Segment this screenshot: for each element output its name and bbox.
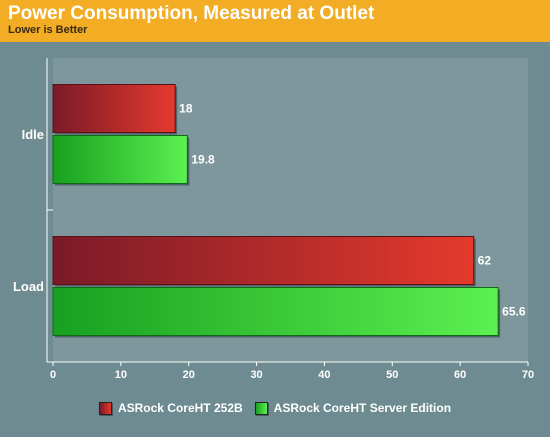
bar-idle-series-1 bbox=[52, 84, 176, 133]
data-label-load-series-2: 65.6 bbox=[502, 305, 526, 319]
x-tick-label: 20 bbox=[183, 369, 195, 381]
legend-item-series-2: ASRock CoreHT Server Edition bbox=[254, 401, 452, 415]
legend-label-series-2: ASRock CoreHT Server Edition bbox=[273, 401, 452, 415]
x-tick-label: 40 bbox=[318, 369, 330, 381]
legend-label-series-1: ASRock CoreHT 252B bbox=[117, 401, 243, 415]
chart-legend: ASRock CoreHT 252B ASRock CoreHT Server … bbox=[0, 398, 550, 418]
x-tick-label: 70 bbox=[522, 369, 534, 381]
x-tick-label: 0 bbox=[50, 369, 56, 381]
data-label-load-series-1: 62 bbox=[478, 254, 492, 268]
legend-swatch-series-2 bbox=[254, 401, 268, 415]
chart-title: Power Consumption, Measured at Outlet bbox=[8, 3, 375, 24]
x-tick-label: 50 bbox=[386, 369, 398, 381]
x-tick-label: 30 bbox=[250, 369, 262, 381]
x-tick-label: 10 bbox=[115, 369, 127, 381]
bar-idle-series-2 bbox=[52, 135, 188, 184]
legend-item-series-1: ASRock CoreHT 252B bbox=[98, 401, 243, 415]
legend-swatch-series-1 bbox=[98, 401, 112, 415]
data-label-idle-series-2: 19.8 bbox=[191, 153, 215, 167]
bar-load-series-2 bbox=[52, 287, 499, 336]
category-label-load: Load bbox=[13, 279, 44, 294]
category-label-idle: Idle bbox=[22, 127, 44, 142]
x-tick-label: 60 bbox=[454, 369, 466, 381]
data-label-idle-series-1: 18 bbox=[179, 102, 193, 116]
bar-load-series-1 bbox=[52, 236, 475, 285]
chart-subtitle: Lower is Better bbox=[8, 24, 88, 36]
chart-header: Power Consumption, Measured at Outlet Lo… bbox=[0, 0, 550, 42]
